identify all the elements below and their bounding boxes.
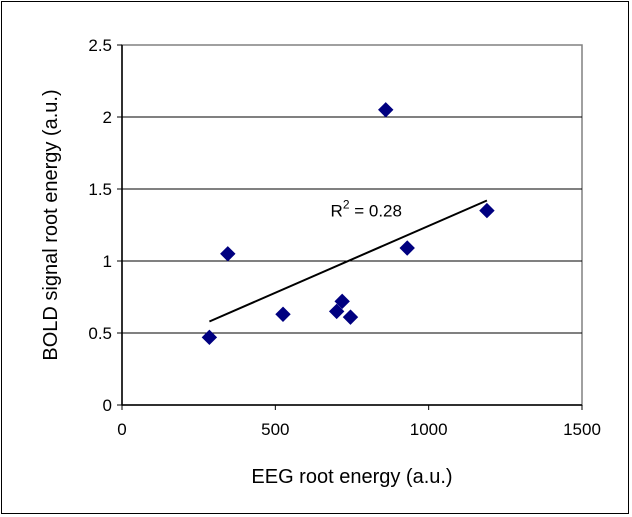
data-point [378, 102, 394, 118]
data-point [275, 306, 291, 322]
data-point [328, 303, 345, 320]
r-squared-annotation: R2 = 0.28 [331, 197, 402, 220]
gridlines [122, 116, 582, 334]
data-point [342, 309, 359, 325]
data-point [334, 293, 350, 310]
y-tick-label: 2 [103, 108, 112, 127]
y-tick-label: 1.5 [88, 180, 112, 199]
y-tick-label: 0 [103, 396, 112, 415]
x-tick-label: 1000 [410, 420, 448, 439]
data-point [399, 240, 415, 256]
trendline [209, 199, 488, 323]
data-point [220, 246, 236, 262]
tick-labels: 0 0.5 1 1.5 2 2.5 0 500 1000 1500 [88, 36, 601, 439]
y-axis-label: BOLD signal root energy (a.u.) [40, 89, 62, 360]
y-tick-label: 2.5 [88, 36, 112, 55]
y-tick-label: 1 [103, 252, 112, 271]
plot-area [121, 44, 583, 406]
y-tick-label: 0.5 [88, 324, 112, 343]
x-axis-label: EEG root energy (a.u.) [251, 466, 452, 488]
data-points [201, 102, 495, 346]
x-tick-label: 500 [261, 420, 289, 439]
data-point [479, 202, 495, 219]
x-tick-label: 1500 [563, 420, 601, 439]
x-tick-label: 0 [117, 420, 126, 439]
data-point [201, 329, 218, 346]
axes [117, 44, 583, 410]
